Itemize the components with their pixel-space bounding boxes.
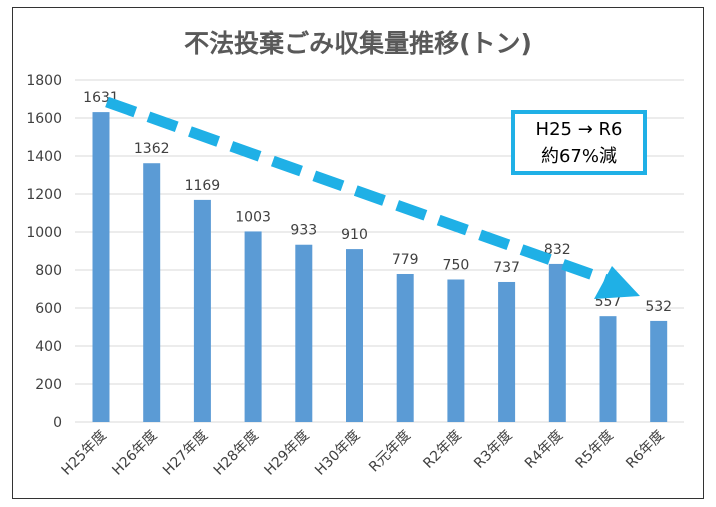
chart-title: 不法投棄ごみ収集量推移(トン) [184, 29, 532, 58]
bar [143, 163, 161, 422]
x-tick-label: H28年度 [211, 428, 262, 479]
annotation-line2: 約67%減 [540, 146, 617, 167]
x-tick-label: R3年度 [471, 428, 515, 472]
x-tick-label: H25年度 [59, 428, 110, 479]
data-label: 737 [493, 260, 520, 276]
bar [244, 231, 262, 422]
data-label: 1362 [134, 141, 170, 157]
annotation-line1: H25 → R6 [535, 119, 623, 140]
bar [346, 249, 363, 422]
data-label: 1169 [185, 178, 221, 194]
bar [599, 316, 617, 422]
x-tick-label: R6年度 [623, 428, 667, 472]
bar [295, 244, 313, 422]
x-tick-label: R5年度 [573, 428, 617, 472]
bar [396, 273, 414, 422]
y-tick-label: 1200 [26, 187, 62, 203]
bar [548, 263, 566, 422]
y-tick-label: 1800 [26, 73, 62, 89]
x-tick-label: H27年度 [160, 428, 211, 479]
chart-frame [12, 7, 704, 499]
bar [650, 320, 668, 422]
data-label: 910 [341, 227, 368, 243]
x-tick-label: R4年度 [522, 428, 566, 472]
y-tick-label: 0 [53, 415, 62, 431]
data-label: 933 [290, 223, 317, 239]
data-label: 750 [443, 258, 470, 274]
trend-arrow-shaft [105, 96, 612, 287]
y-tick-label: 1400 [26, 149, 62, 165]
x-tick-label: H29年度 [261, 428, 312, 479]
x-tick-label: R元年度 [366, 428, 414, 476]
y-tick-label: 800 [35, 263, 62, 279]
y-tick-label: 1000 [26, 225, 62, 241]
y-tick-label: 400 [35, 339, 62, 355]
bar [447, 279, 465, 422]
x-tick-label: H30年度 [312, 428, 363, 479]
y-tick-label: 200 [35, 377, 62, 393]
data-label: 532 [645, 299, 672, 315]
y-tick-label: 600 [35, 301, 62, 317]
annotation-box: H25 → R6 約67%減 [511, 110, 647, 175]
bar [193, 199, 211, 422]
bar [92, 112, 110, 423]
trend-arrow-head [594, 266, 640, 299]
x-tick-label: H26年度 [109, 428, 160, 479]
data-label: 779 [392, 252, 419, 268]
y-tick-label: 1600 [26, 111, 62, 127]
data-label: 1003 [235, 209, 271, 225]
data-label: 832 [544, 242, 571, 258]
x-tick-label: R2年度 [420, 428, 464, 472]
bar [498, 281, 516, 422]
